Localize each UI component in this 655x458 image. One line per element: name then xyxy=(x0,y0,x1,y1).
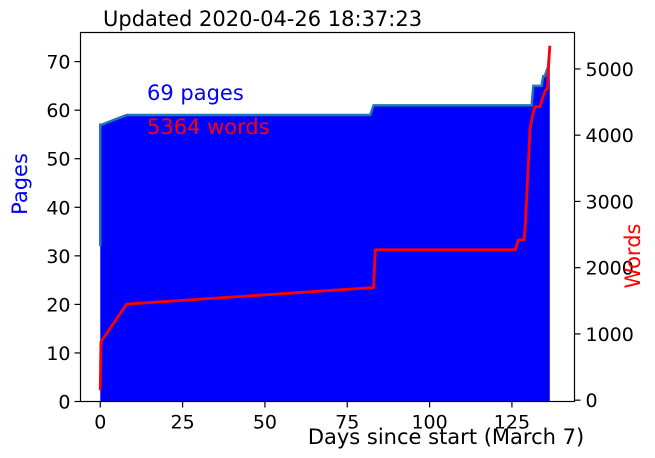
y-left-tick-label: 40 xyxy=(46,197,70,219)
words-line xyxy=(98,45,552,391)
y-left-tick-label: 20 xyxy=(46,294,70,316)
plot-frame xyxy=(79,31,576,403)
y-right-tick-label: 2000 xyxy=(586,258,634,280)
x-tick-label: 25 xyxy=(170,412,194,434)
x-tick-label: 125 xyxy=(494,412,530,434)
pages-line xyxy=(99,46,552,247)
y-right-tick-label: 3000 xyxy=(586,191,634,213)
pages-area xyxy=(100,47,550,402)
y-left-tick-label: 60 xyxy=(46,100,70,122)
y-left-tick-label: 50 xyxy=(46,149,70,171)
y-axis-right-label: Words xyxy=(621,224,645,289)
y-left-tick-label: 70 xyxy=(46,52,70,74)
x-tick-label: 100 xyxy=(411,412,447,434)
y-left-tick-label: 0 xyxy=(58,392,70,414)
pages-count-annotation: 69 pages xyxy=(147,81,244,105)
y-left-tick-label: 10 xyxy=(46,343,70,365)
y-axis-left-label: Pages xyxy=(8,153,32,215)
x-tick-label: 50 xyxy=(253,412,277,434)
y-right-tick-label: 1000 xyxy=(586,324,634,346)
y-right-tick-label: 0 xyxy=(586,390,598,412)
axes: 0 25 50 75 100 125 0 10 20 30 40 50 60 70 0 1000 2000 300… xyxy=(46,52,634,434)
y-left-tick-label: 30 xyxy=(46,246,70,268)
x-tick-label: 0 xyxy=(94,412,106,434)
x-axis-label: Days since start (March 7) xyxy=(308,425,584,449)
chart-title: Updated 2020-04-26 18:37:23 xyxy=(103,7,422,31)
plot-area xyxy=(98,45,552,402)
y-right-tick-label: 5000 xyxy=(586,59,634,81)
words-count-annotation: 5364 words xyxy=(147,115,270,139)
x-tick-label: 75 xyxy=(335,412,359,434)
y-right-tick-label: 4000 xyxy=(586,125,634,147)
